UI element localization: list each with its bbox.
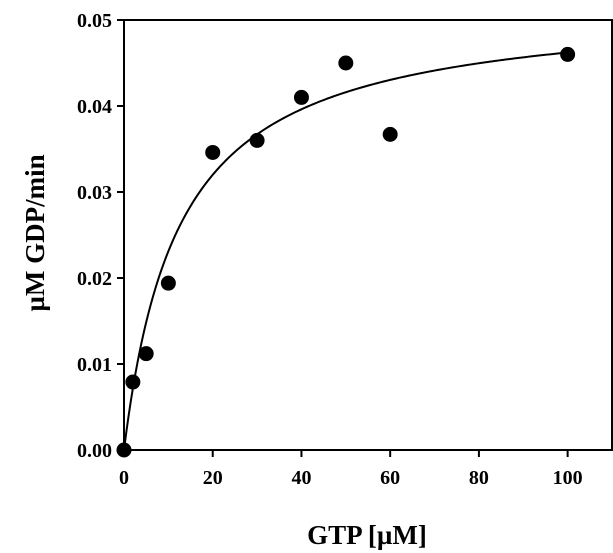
x-tick-label-100: 100 <box>553 467 583 489</box>
x-tick-label-40: 40 <box>291 467 311 489</box>
plot-frame <box>124 20 612 450</box>
x-tick-label-60: 60 <box>380 467 400 489</box>
data-point-5 <box>250 133 265 148</box>
y-tick-label-0.05: 0.05 <box>77 10 112 32</box>
y-tick-label-0.04: 0.04 <box>77 96 112 118</box>
data-point-6 <box>294 90 309 105</box>
data-point-0 <box>117 443 132 458</box>
y-axis-ticks: 0.00 0.01 0.02 0.03 0.04 0.05 <box>77 10 124 462</box>
y-tick-label-0.02: 0.02 <box>77 268 112 290</box>
y-tick-label-0.01: 0.01 <box>77 354 112 376</box>
y-axis-title: µM GDP/min <box>20 154 50 311</box>
x-axis-ticks: 0 20 40 60 80 100 <box>119 450 583 489</box>
x-tick-label-20: 20 <box>203 467 223 489</box>
data-point-8 <box>383 127 398 142</box>
y-tick-label-0.00: 0.00 <box>77 440 112 462</box>
x-axis-title: GTP [µM] <box>307 520 427 550</box>
y-tick-label-0.03: 0.03 <box>77 182 112 204</box>
data-point-1 <box>125 375 140 390</box>
x-tick-label-80: 80 <box>469 467 489 489</box>
data-point-9 <box>560 47 575 62</box>
data-point-3 <box>161 276 176 291</box>
x-tick-label-0: 0 <box>119 467 129 489</box>
data-points <box>117 47 576 458</box>
data-point-2 <box>139 346 154 361</box>
fit-curve <box>124 52 568 450</box>
data-point-7 <box>338 56 353 71</box>
plot-area <box>124 20 612 450</box>
data-point-4 <box>205 145 220 160</box>
